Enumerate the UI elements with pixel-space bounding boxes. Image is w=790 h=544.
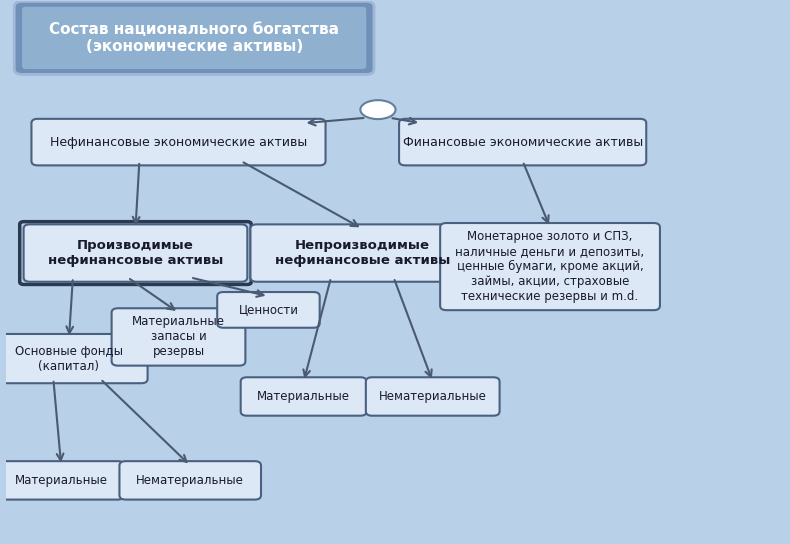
Text: Состав национального богатства
(экономические активы): Состав национального богатства (экономич… [49, 22, 339, 54]
FancyBboxPatch shape [250, 224, 474, 282]
Text: Основные фонды
(капитал): Основные фонды (капитал) [15, 344, 123, 373]
Text: Материальные: Материальные [258, 390, 350, 403]
Text: Нематериальные: Нематериальные [137, 474, 244, 487]
FancyBboxPatch shape [22, 7, 367, 69]
Ellipse shape [360, 100, 396, 119]
Text: Материальные
запасы и
резервы: Материальные запасы и резервы [132, 316, 225, 358]
FancyBboxPatch shape [366, 378, 499, 416]
Text: Производимые
нефинансовые активы: Производимые нефинансовые активы [47, 239, 223, 267]
Text: Финансовые экономические активы: Финансовые экономические активы [403, 135, 643, 149]
FancyBboxPatch shape [0, 461, 124, 499]
FancyBboxPatch shape [399, 119, 646, 165]
Text: Ценности: Ценности [239, 304, 299, 317]
Text: Монетарное золото и СПЗ,
наличные деньги и депозиты,
ценные бумаги, кроме акций,: Монетарное золото и СПЗ, наличные деньги… [456, 230, 645, 303]
FancyBboxPatch shape [24, 224, 247, 282]
FancyBboxPatch shape [217, 292, 320, 327]
FancyBboxPatch shape [440, 223, 660, 310]
FancyBboxPatch shape [119, 461, 261, 499]
Text: Нефинансовые экономические активы: Нефинансовые экономические активы [50, 135, 307, 149]
Text: Непроизводимые
нефинансовые активы: Непроизводимые нефинансовые активы [275, 239, 450, 267]
FancyBboxPatch shape [111, 308, 246, 366]
Text: Материальные: Материальные [15, 474, 107, 487]
FancyBboxPatch shape [0, 334, 148, 383]
Text: Нематериальные: Нематериальные [378, 390, 487, 403]
FancyBboxPatch shape [32, 119, 325, 165]
FancyBboxPatch shape [241, 378, 367, 416]
FancyBboxPatch shape [14, 2, 374, 75]
